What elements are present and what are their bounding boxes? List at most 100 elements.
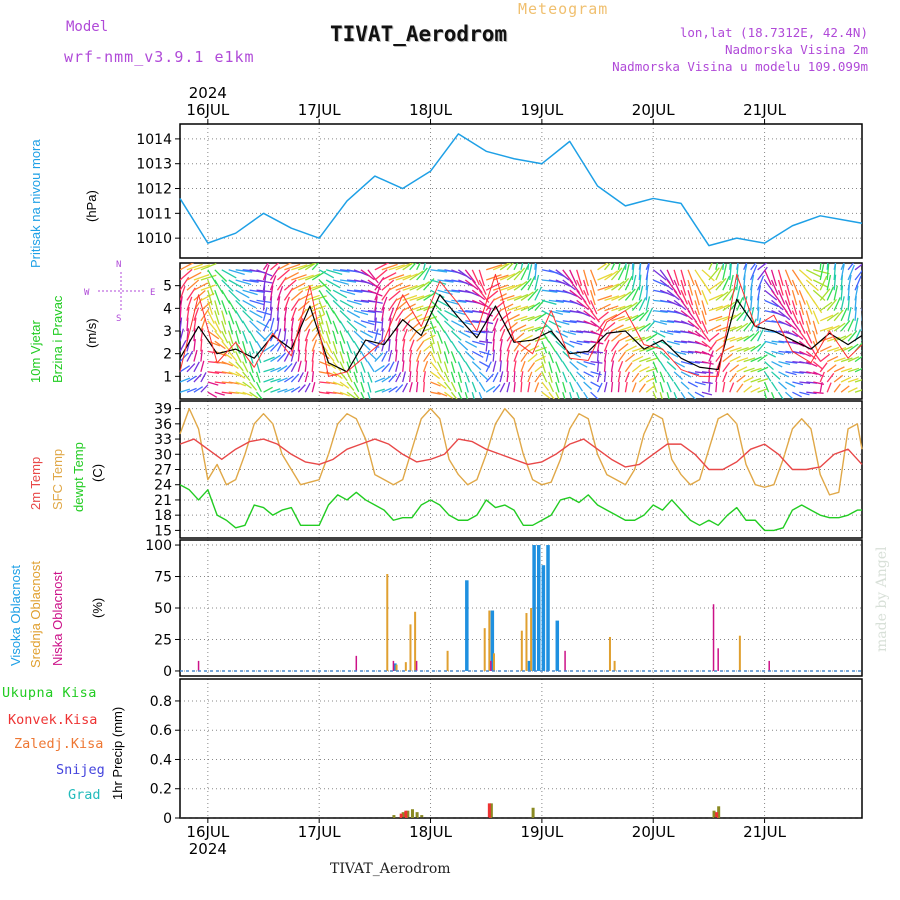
wind-barb [638, 285, 644, 301]
wind-barb [228, 289, 241, 302]
cloud-bar-low [490, 660, 492, 671]
cloud-bar-high [546, 545, 550, 671]
wind-barb [534, 299, 546, 312]
wind-barb [443, 371, 450, 383]
wind-barb [395, 274, 412, 281]
wind-barb [861, 371, 862, 372]
wind-barb [283, 328, 287, 342]
wind-barb [242, 341, 247, 354]
wind-barb [652, 371, 657, 383]
wind-barb [249, 320, 261, 332]
wind-barb [520, 351, 529, 362]
wind-barb [416, 350, 422, 362]
wind-barb [430, 289, 445, 299]
wind-barb [221, 391, 233, 395]
wind-barb [778, 320, 792, 328]
wind-barb [283, 317, 287, 332]
wind-barb [346, 340, 353, 354]
wind-barb [763, 381, 770, 393]
wind-barb [186, 306, 190, 321]
wind-barb [430, 269, 448, 273]
wind-barb [736, 357, 749, 363]
wind-barb [652, 361, 659, 373]
wind-barb [583, 371, 595, 378]
wind-barb [290, 328, 293, 342]
wind-barb [297, 372, 304, 383]
wind-barb [777, 279, 784, 296]
wind-barb [861, 381, 862, 382]
wind-barb [207, 279, 215, 296]
y-tick-label: 0.4 [150, 752, 172, 768]
wind-barb [541, 361, 547, 374]
wind-barb [603, 371, 607, 383]
wind-barb [367, 320, 382, 324]
wind-barb [826, 382, 832, 393]
wind-barb [632, 355, 644, 363]
wind-barb [541, 340, 548, 354]
wind-barb [235, 279, 252, 286]
wind-barb [485, 328, 488, 342]
wind-barb [221, 371, 234, 375]
wind-barb [450, 361, 456, 374]
wind-barb [388, 282, 403, 291]
wind-barb [395, 292, 410, 301]
wind-barb [506, 339, 513, 352]
wind-barb [617, 277, 630, 291]
wind-barb [360, 381, 365, 393]
wind-barb [659, 289, 675, 297]
year-label-bottom: 2024 [189, 840, 227, 858]
wind-barb [610, 371, 613, 383]
wind-barb [784, 310, 795, 323]
wind-barb [611, 332, 622, 342]
y-tick-label: 25 [154, 632, 172, 648]
wind-barb [798, 289, 806, 305]
wind-barb [436, 371, 446, 382]
wind-barb [193, 317, 197, 332]
y-tick-label: 39 [154, 402, 172, 418]
wind-barb [221, 310, 227, 325]
wind-barb [228, 361, 239, 370]
wind-barb [819, 353, 831, 363]
wind-barb [430, 299, 442, 312]
wind-barb [270, 378, 282, 383]
wind-barb [854, 379, 862, 383]
wind-barb [840, 296, 845, 311]
wind-barb [346, 351, 352, 364]
wind-barb [291, 274, 307, 281]
wind-barb [805, 310, 811, 325]
wind-barb [541, 289, 558, 293]
footer-station: TIVAT_Aerodrom [330, 861, 451, 877]
wind-barb [576, 340, 590, 344]
wind-barb [736, 383, 744, 393]
cloud-bar-mid [613, 660, 616, 671]
wind-barb [395, 263, 412, 271]
cloud-bar-low [197, 660, 200, 671]
wind-barb [694, 310, 702, 325]
wind-barb [666, 371, 674, 382]
wind-barb [610, 267, 623, 281]
wind-barb [583, 381, 593, 390]
compass-s: S [116, 314, 122, 324]
wind-barb [422, 263, 426, 270]
wind-barb [785, 391, 794, 399]
wind-barb [659, 371, 665, 383]
wind-barb [680, 310, 693, 321]
wind-barb [263, 386, 273, 393]
wind-barb [214, 289, 221, 306]
wind-barb [485, 361, 492, 373]
wind-barb [590, 300, 598, 315]
y-tick-label: 2 [163, 347, 172, 363]
wind-barb [645, 333, 658, 342]
wind-barb [186, 363, 196, 373]
wind-field [180, 263, 862, 399]
wind-barb [436, 320, 446, 334]
wind-barb [290, 373, 300, 383]
wind-barb [826, 372, 835, 383]
wind-barb [603, 339, 610, 352]
wind-barb [485, 274, 502, 281]
wind-barb [527, 264, 533, 281]
wind-barb [638, 274, 642, 291]
wind-barb [186, 375, 197, 383]
wind-barb [228, 269, 245, 276]
wind-barb [764, 361, 774, 371]
